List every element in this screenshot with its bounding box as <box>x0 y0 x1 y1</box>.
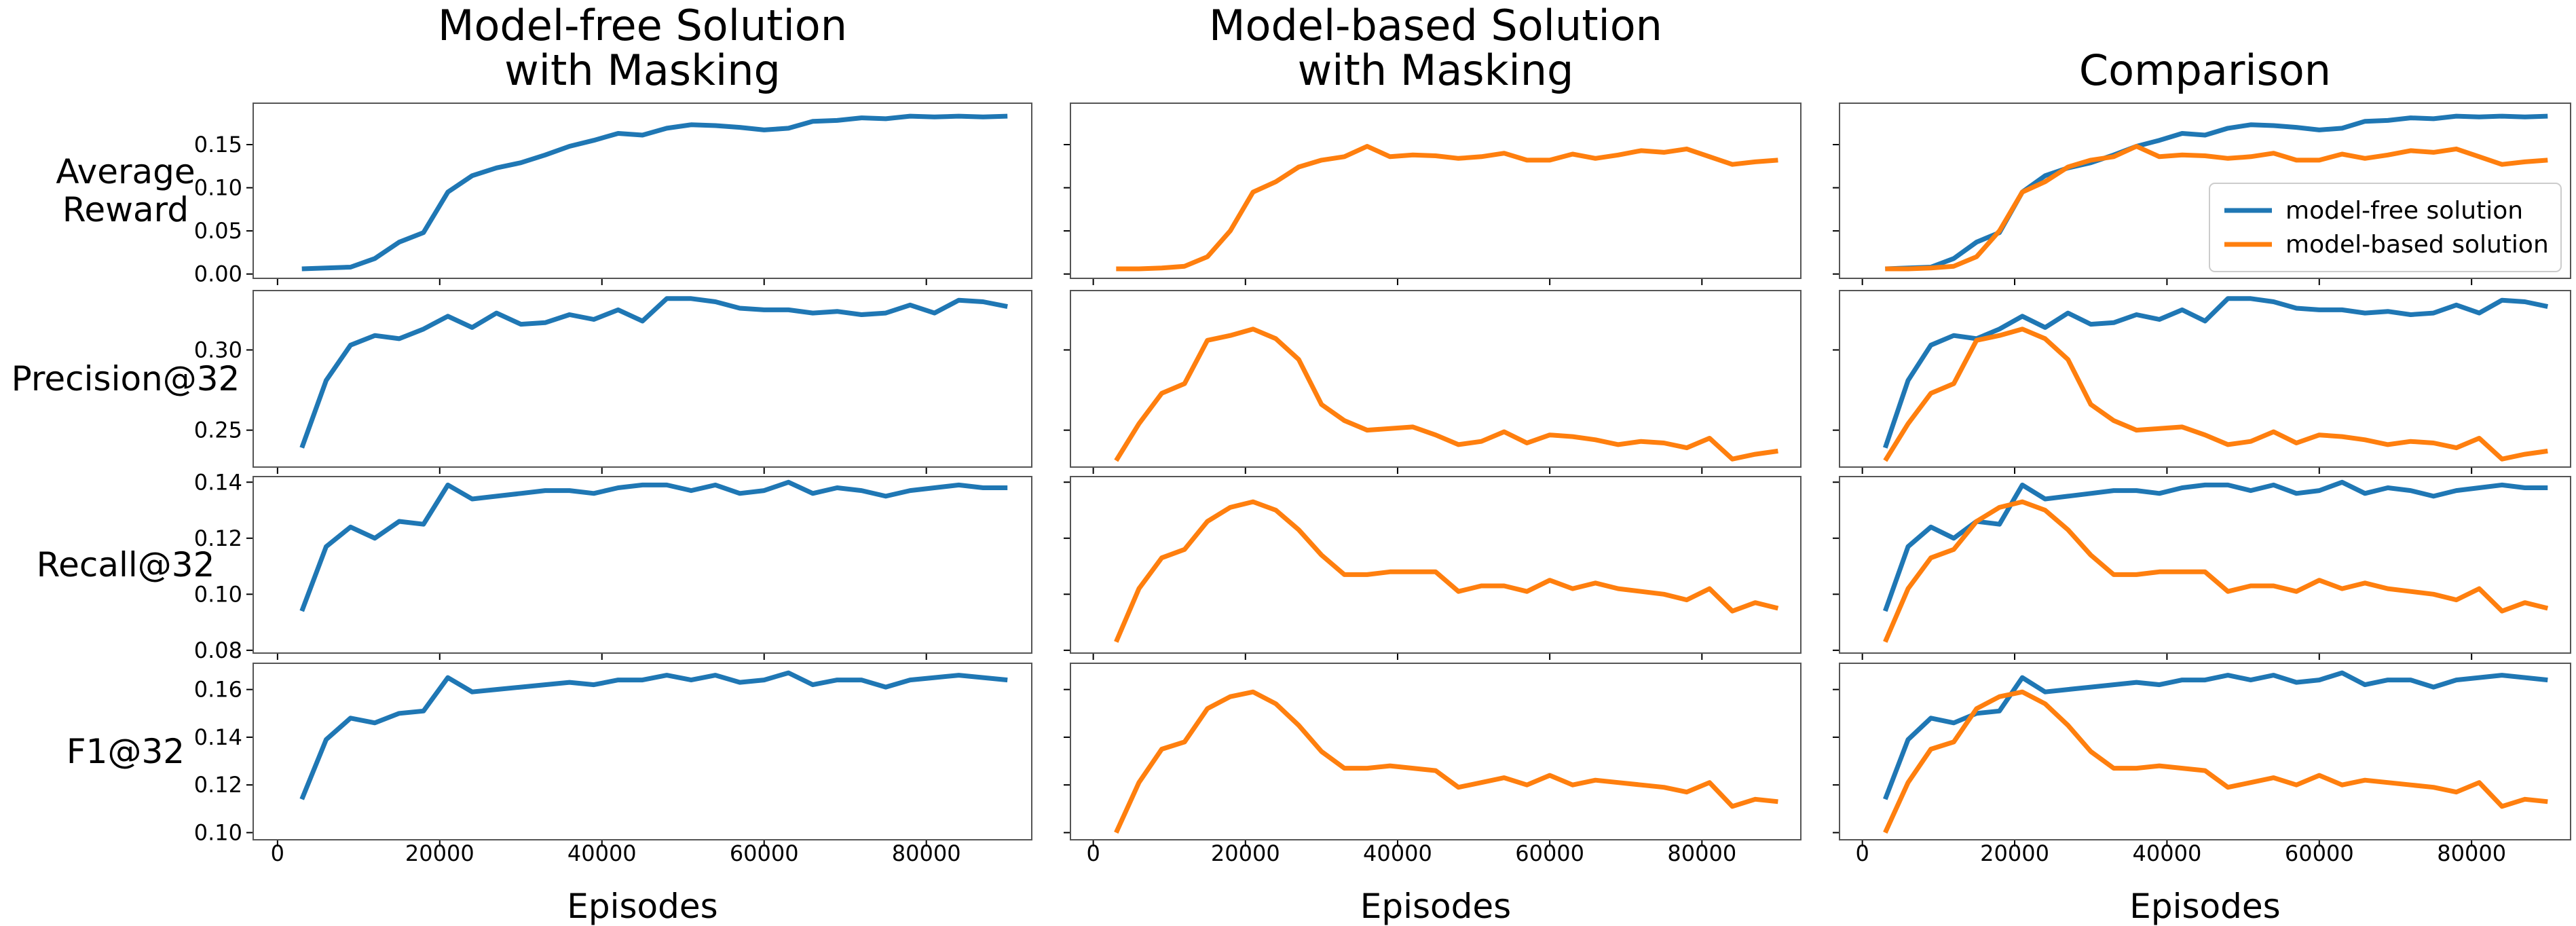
panel-2-2 <box>1064 290 1802 474</box>
row-label: Recall@32 <box>37 545 215 585</box>
y-tick-label: 0.25 <box>194 418 242 443</box>
x-axis-label: Episodes <box>2129 887 2280 926</box>
column-title: with Masking <box>504 45 781 95</box>
panel-4-1: 0.10 0.12 0.14 0.16 0 20000 40000 60000 80000 <box>194 663 1032 866</box>
panel-frame <box>253 476 1032 654</box>
panel-frame <box>253 103 1032 279</box>
panel-4-2: 0 20000 40000 60000 80000 <box>1064 663 1802 866</box>
legend-entry: model-free solution <box>2285 197 2523 225</box>
x-tick-label: 20000 <box>405 840 474 866</box>
row-label: Precision@32 <box>12 359 240 399</box>
panel-frame <box>1839 103 2571 279</box>
model-based-series-line <box>1883 499 2549 643</box>
y-tick-label: 0.14 <box>194 724 242 750</box>
y-tick-label: 0.14 <box>194 469 242 495</box>
y-tick-label: 0.16 <box>194 677 242 703</box>
x-tick-label: 40000 <box>567 840 637 866</box>
y-tick-label: 0.10 <box>194 175 242 201</box>
model-based-series-line <box>1883 327 2548 462</box>
panel-2-3 <box>1833 290 2571 474</box>
panel-frame <box>253 290 1032 468</box>
model-based-series-line <box>1885 144 2548 272</box>
panel-3-2 <box>1064 476 1802 660</box>
y-tick-label: 0.10 <box>194 819 242 845</box>
column-title: Model-based Solution <box>1209 1 1662 50</box>
x-tick-label: 60000 <box>730 840 799 866</box>
model-free-series-line <box>299 670 1008 800</box>
panel-4-3: 0 20000 40000 60000 80000 <box>1833 663 2571 866</box>
x-axis-label: Episodes <box>567 887 717 926</box>
x-tick-label: 0 <box>271 840 284 866</box>
model-free-series-line <box>301 113 1008 272</box>
panel-3-1: 0.08 0.10 0.12 0.14 <box>194 469 1032 663</box>
x-tick-label: 80000 <box>2437 840 2506 866</box>
model-based-series-line <box>1114 499 1779 643</box>
column-title: Model-free Solution <box>438 1 847 50</box>
y-tick-label: 0.05 <box>194 218 242 244</box>
model-based-series-line <box>1883 689 2548 834</box>
panel-frame <box>1070 663 1802 840</box>
model-free-series-line <box>299 296 1008 449</box>
model-free-series-line <box>1883 479 2548 612</box>
legend-box <box>2209 183 2562 272</box>
x-tick-label: 40000 <box>2133 840 2202 866</box>
row-label: F1@32 <box>67 732 185 771</box>
model-free-series-line <box>299 479 1008 612</box>
panel-1-1: 0.00 0.05 0.10 0.15 <box>194 103 1032 287</box>
panel-frame <box>1839 663 2571 840</box>
panel-2-1: 0.25 0.30 <box>194 290 1032 474</box>
panel-frame <box>1839 290 2571 468</box>
panel-frame <box>1070 476 1802 654</box>
model-free-series-line <box>1883 670 2548 800</box>
panel-frame <box>1070 103 1802 279</box>
x-axis-label: Episodes <box>1360 887 1511 926</box>
y-tick-label: 0.10 <box>194 581 242 607</box>
panel-1-3 <box>1833 103 2571 285</box>
panel-frame <box>1839 476 2571 654</box>
x-tick-label: 0 <box>1855 840 1869 866</box>
x-tick-label: 20000 <box>1211 840 1280 866</box>
x-tick-label: 60000 <box>1515 840 1584 866</box>
panel-frame <box>1070 290 1802 468</box>
x-tick-label: 60000 <box>2285 840 2354 866</box>
x-tick-label: 80000 <box>892 840 961 866</box>
legend-entry: model-based solution <box>2285 231 2549 259</box>
panel-1-2 <box>1064 103 1802 285</box>
x-tick-label: 40000 <box>1363 840 1432 866</box>
y-tick-label: 0.12 <box>194 772 242 798</box>
panel-3-3 <box>1833 476 2571 660</box>
column-title: with Masking <box>1298 45 1574 95</box>
y-tick-label: 0.00 <box>194 261 242 287</box>
model-based-series-line <box>1114 327 1778 462</box>
row-label: Reward <box>62 190 189 229</box>
column-title: Comparison <box>2079 45 2331 95</box>
x-tick-label: 80000 <box>1667 840 1736 866</box>
model-free-series-line <box>1882 296 2549 449</box>
model-based-series-line <box>1116 144 1778 272</box>
y-tick-label: 0.15 <box>194 132 242 158</box>
row-label: Average <box>56 152 195 191</box>
model-based-series-line <box>1114 689 1778 834</box>
y-tick-label: 0.08 <box>194 637 242 663</box>
x-tick-label: 20000 <box>1980 840 2049 866</box>
panel-frame <box>253 663 1032 840</box>
y-tick-label: 0.12 <box>194 525 242 551</box>
y-tick-label: 0.30 <box>194 337 242 363</box>
x-tick-label: 0 <box>1086 840 1100 866</box>
legend: model-free solution model-based solution <box>2209 183 2562 272</box>
